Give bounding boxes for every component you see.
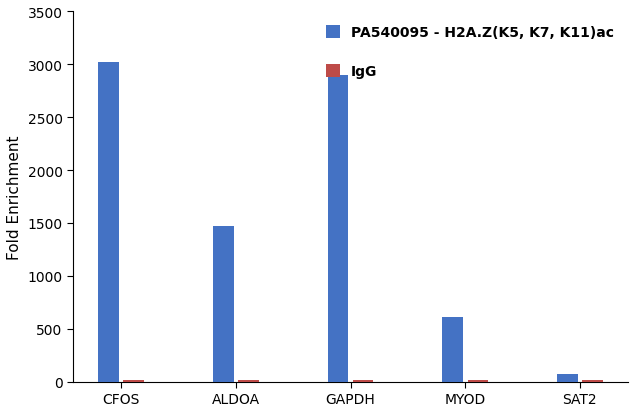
Bar [213, 227, 234, 382]
Y-axis label: Fold Enrichment: Fold Enrichment [7, 135, 22, 259]
Bar [123, 380, 144, 382]
Bar [467, 380, 488, 382]
Bar [582, 380, 603, 382]
Bar [353, 380, 373, 382]
Bar [557, 374, 578, 382]
Bar [443, 317, 463, 382]
Bar [238, 380, 259, 382]
Bar [328, 76, 348, 382]
Bar [98, 62, 119, 382]
Legend: PA540095 - H2A.Z(K5, K7, K11)ac, IgG: PA540095 - H2A.Z(K5, K7, K11)ac, IgG [319, 19, 621, 86]
